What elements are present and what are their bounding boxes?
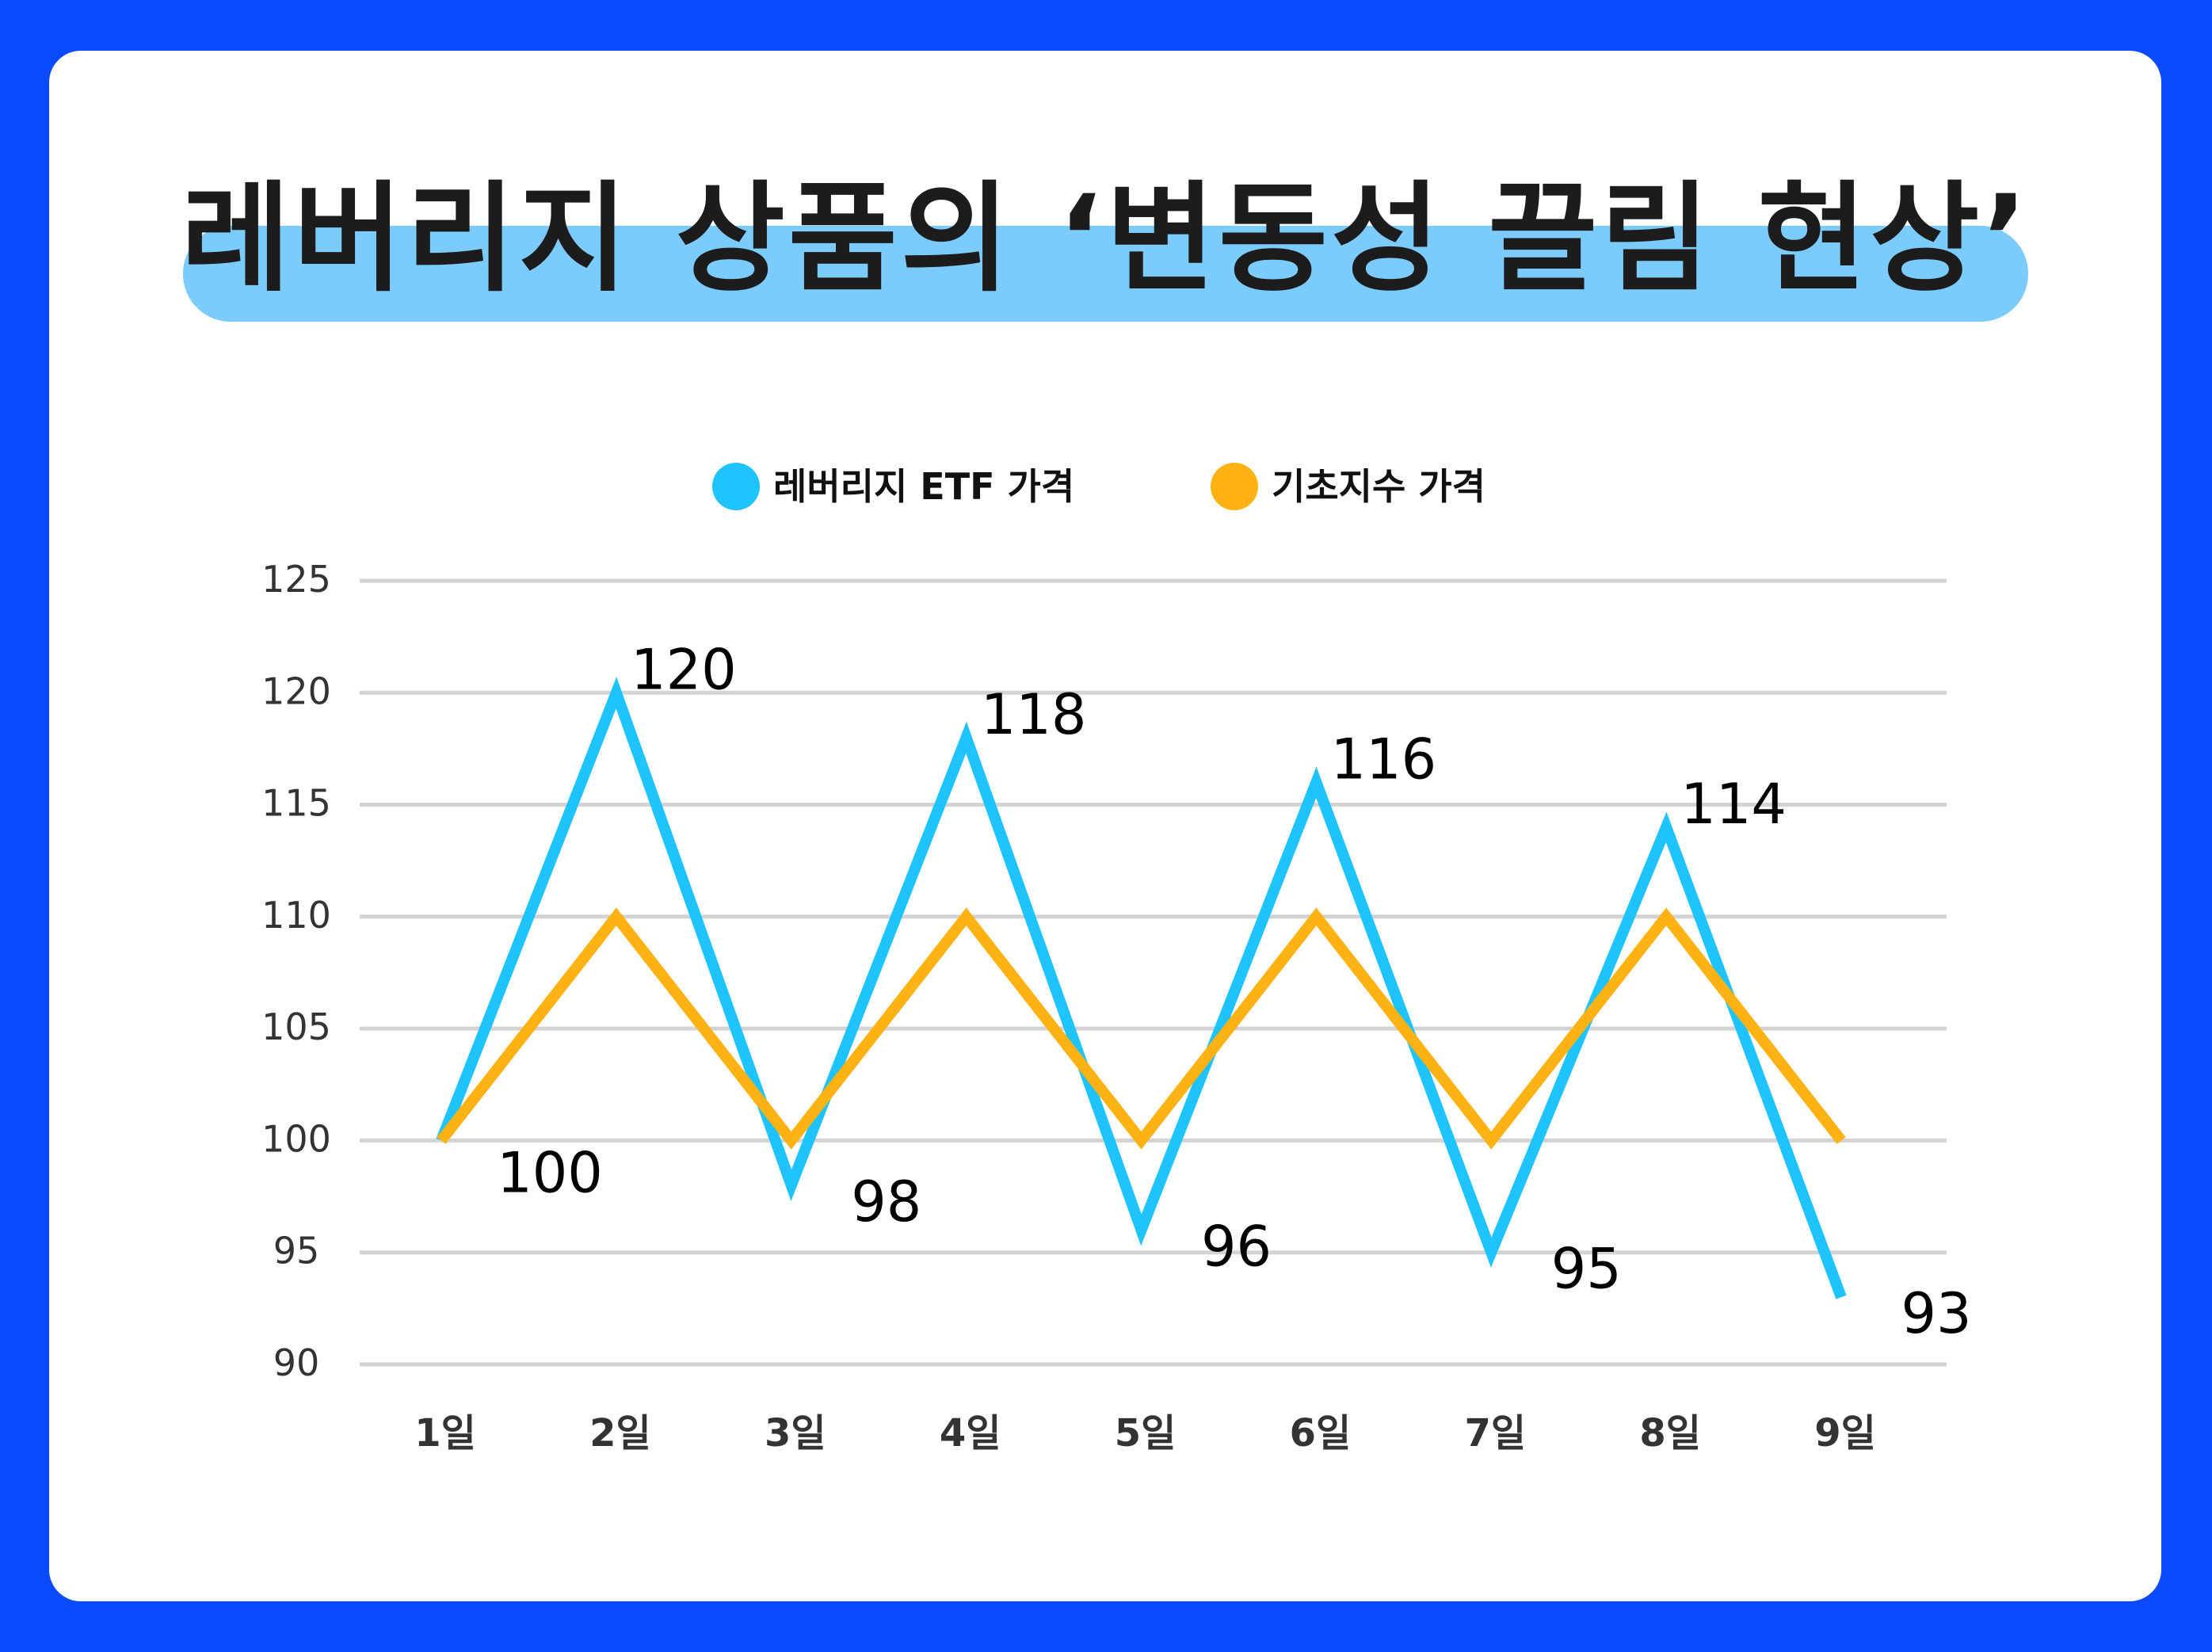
data-label: 114 bbox=[1680, 772, 1787, 837]
x-tick-label: 3일 bbox=[765, 1411, 826, 1456]
series-line bbox=[436, 677, 1847, 1299]
x-tick-label: 4일 bbox=[940, 1411, 1001, 1456]
x-tick-label: 9일 bbox=[1814, 1411, 1876, 1456]
legend-marker bbox=[1211, 463, 1258, 510]
data-label: 116 bbox=[1331, 727, 1437, 792]
data-label: 95 bbox=[1551, 1237, 1622, 1302]
x-tick-label: 2일 bbox=[589, 1411, 651, 1456]
y-tick-label: 105 bbox=[261, 1005, 331, 1048]
data-label: 118 bbox=[981, 682, 1087, 747]
x-tick-label: 6일 bbox=[1290, 1411, 1352, 1456]
legend-label: 레버리지 ETF 가격 bbox=[773, 465, 1074, 508]
series-line bbox=[437, 907, 1846, 1150]
title-highlight bbox=[183, 226, 2028, 322]
data-label: 93 bbox=[1901, 1281, 1971, 1346]
y-tick-label: 115 bbox=[261, 782, 331, 825]
x-tick-label: 7일 bbox=[1464, 1411, 1526, 1456]
x-tick-label: 8일 bbox=[1639, 1411, 1701, 1456]
data-label: 120 bbox=[631, 637, 737, 702]
data-label: 96 bbox=[1201, 1214, 1272, 1279]
legend-label: 기초지수 가격 bbox=[1272, 465, 1485, 508]
y-tick-label: 125 bbox=[261, 558, 331, 601]
y-tick-label: 95 bbox=[273, 1230, 320, 1272]
x-tick-label: 1일 bbox=[414, 1411, 476, 1456]
data-label: 100 bbox=[497, 1140, 603, 1205]
y-tick-label: 100 bbox=[261, 1117, 331, 1160]
y-tick-label: 90 bbox=[273, 1341, 320, 1384]
chart-title: 레버리지 상품의 ‘변동성 끌림 현상’ bbox=[181, 170, 2031, 308]
y-tick-label: 120 bbox=[261, 670, 331, 712]
y-tick-label: 110 bbox=[261, 894, 331, 937]
data-label: 98 bbox=[851, 1169, 921, 1234]
legend-marker bbox=[712, 463, 760, 510]
x-tick-label: 5일 bbox=[1115, 1411, 1177, 1456]
